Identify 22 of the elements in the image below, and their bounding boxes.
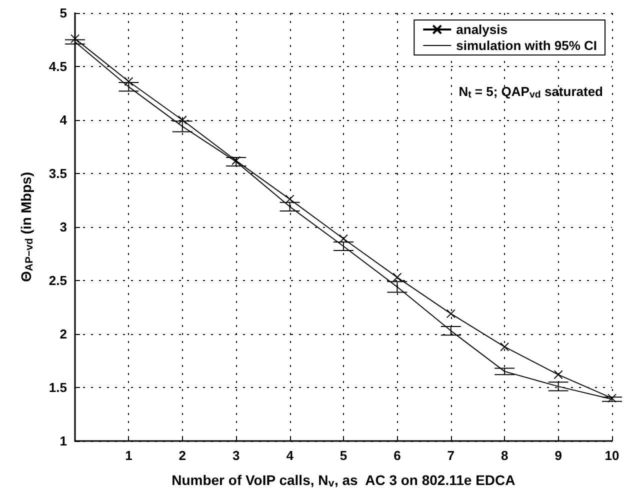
y-tick-label: 2.5 — [48, 273, 67, 288]
x-tick-label: 5 — [340, 448, 348, 463]
y-tick-label: 5 — [60, 6, 67, 20]
x-tick-label: 1 — [125, 448, 132, 463]
y-axis-title: ΘAP−vd (in Mbps) — [18, 172, 36, 282]
y-tick-label: 4.5 — [48, 59, 67, 74]
x-tick-label: 4 — [286, 448, 294, 463]
y-tick-label: 3.5 — [48, 166, 67, 181]
y-tick-label: 3 — [60, 220, 67, 234]
x-tick-label: 7 — [447, 448, 455, 463]
x-tick-label: 8 — [500, 448, 508, 463]
y-tick-label: 1.5 — [48, 380, 67, 395]
x-tick-label: 3 — [232, 448, 240, 463]
x-tick-label: 9 — [554, 448, 562, 463]
x-tick-label: 10 — [604, 448, 620, 463]
legend-label: simulation with 95% CI — [456, 38, 598, 53]
x-tick-label: 6 — [394, 448, 401, 463]
x-tick-label: 2 — [178, 448, 186, 463]
y-tick-label: 1 — [60, 434, 67, 448]
y-tick-label: 2 — [60, 326, 67, 342]
y-tick-label: 4 — [60, 112, 68, 128]
legend-label: analysis — [456, 22, 508, 37]
